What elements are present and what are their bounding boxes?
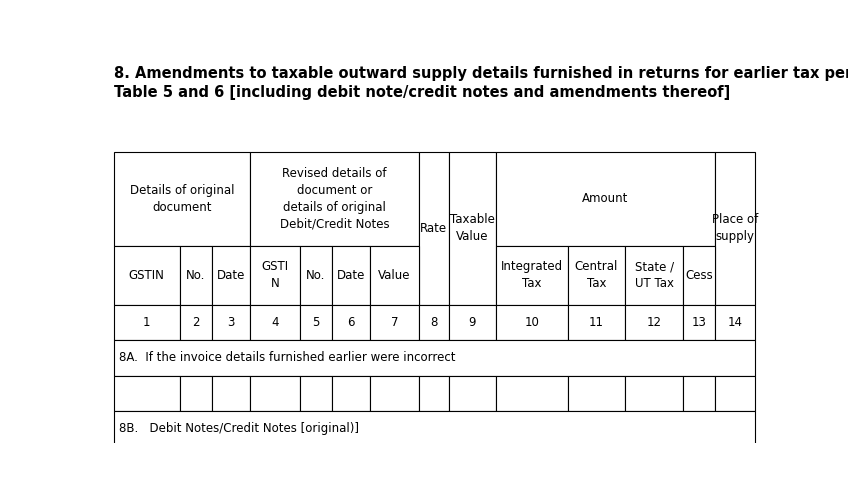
Bar [300, 246, 332, 305]
Bar [332, 376, 371, 411]
Bar [250, 152, 419, 246]
Text: Date: Date [217, 269, 245, 282]
Text: Date: Date [337, 269, 365, 282]
Bar [715, 152, 756, 305]
Bar [567, 447, 626, 482]
Bar [715, 305, 756, 340]
Bar [371, 447, 419, 482]
Text: No.: No. [186, 269, 205, 282]
Bar [371, 376, 419, 411]
Text: 10: 10 [524, 316, 539, 329]
Text: 1: 1 [143, 316, 150, 329]
Bar [114, 305, 180, 340]
Text: Table 5 and 6 [including debit note/credit notes and amendments thereof]: Table 5 and 6 [including debit note/cred… [114, 85, 730, 100]
Text: Details of original
document: Details of original document [130, 184, 234, 214]
Text: Integrated
Tax: Integrated Tax [500, 260, 563, 290]
Bar [419, 447, 449, 482]
Bar [495, 305, 567, 340]
Text: State /
UT Tax: State / UT Tax [634, 260, 674, 290]
Text: 11: 11 [589, 316, 604, 329]
Bar [567, 305, 626, 340]
Text: 7: 7 [391, 316, 399, 329]
Text: 9: 9 [469, 316, 476, 329]
Bar [683, 305, 715, 340]
Text: GSTIN: GSTIN [129, 269, 165, 282]
Text: Cess: Cess [685, 269, 713, 282]
Text: Central
Tax: Central Tax [575, 260, 618, 290]
Bar [626, 305, 683, 340]
Text: Place of
supply: Place of supply [712, 214, 758, 244]
Bar [332, 305, 371, 340]
Text: 3: 3 [227, 316, 235, 329]
Bar [449, 152, 495, 305]
Bar [567, 246, 626, 305]
Bar [683, 447, 715, 482]
Bar [250, 447, 300, 482]
Bar [449, 305, 495, 340]
Bar [495, 246, 567, 305]
Bar [114, 411, 756, 447]
Bar [449, 376, 495, 411]
Bar [419, 376, 449, 411]
Bar [626, 376, 683, 411]
Bar [250, 305, 300, 340]
Bar [332, 447, 371, 482]
Text: 8A.  If the invoice details furnished earlier were incorrect: 8A. If the invoice details furnished ear… [119, 352, 455, 365]
Bar [567, 376, 626, 411]
Bar [250, 376, 300, 411]
Bar [683, 376, 715, 411]
Bar [419, 305, 449, 340]
Bar [300, 376, 332, 411]
Text: 6: 6 [348, 316, 355, 329]
Text: 2: 2 [192, 316, 199, 329]
Bar [180, 246, 212, 305]
Text: 12: 12 [647, 316, 661, 329]
Bar [114, 376, 180, 411]
Text: Taxable
Value: Taxable Value [449, 214, 494, 244]
Bar [626, 246, 683, 305]
Bar [419, 152, 449, 305]
Text: 8C.   Debit Notes/Credit Notes [amendment of debit notes/credit notes furnished : 8C. Debit Notes/Credit Notes [amendment … [119, 497, 677, 498]
Bar [114, 152, 250, 246]
Bar [495, 447, 567, 482]
Text: 5: 5 [312, 316, 320, 329]
Bar [212, 246, 250, 305]
Text: Value: Value [378, 269, 410, 282]
Bar [495, 152, 715, 246]
Bar [683, 246, 715, 305]
Bar [180, 447, 212, 482]
Text: 8. Amendments to taxable outward supply details furnished in returns for earlier: 8. Amendments to taxable outward supply … [114, 66, 848, 81]
Bar [114, 246, 180, 305]
Bar [212, 447, 250, 482]
Text: 14: 14 [728, 316, 743, 329]
Text: No.: No. [306, 269, 326, 282]
Text: GSTI
N: GSTI N [261, 260, 288, 290]
Bar [300, 305, 332, 340]
Bar [371, 246, 419, 305]
Text: Revised details of
document or
details of original
Debit/Credit Notes: Revised details of document or details o… [280, 167, 389, 231]
Bar [495, 376, 567, 411]
Bar [180, 305, 212, 340]
Bar [626, 447, 683, 482]
Text: 13: 13 [692, 316, 706, 329]
Text: 4: 4 [271, 316, 279, 329]
Bar [212, 376, 250, 411]
Bar [715, 376, 756, 411]
Text: 8: 8 [430, 316, 438, 329]
Text: Rate: Rate [421, 222, 448, 235]
Bar [332, 246, 371, 305]
Bar [212, 305, 250, 340]
Text: Amount: Amount [583, 192, 628, 205]
Text: 8B.   Debit Notes/Credit Notes [original)]: 8B. Debit Notes/Credit Notes [original)] [119, 422, 360, 435]
Bar [300, 447, 332, 482]
Bar [449, 447, 495, 482]
Bar [715, 447, 756, 482]
Bar [114, 482, 756, 498]
Bar [114, 447, 180, 482]
Bar [250, 246, 300, 305]
Bar [114, 340, 756, 376]
Bar [371, 305, 419, 340]
Bar [180, 376, 212, 411]
